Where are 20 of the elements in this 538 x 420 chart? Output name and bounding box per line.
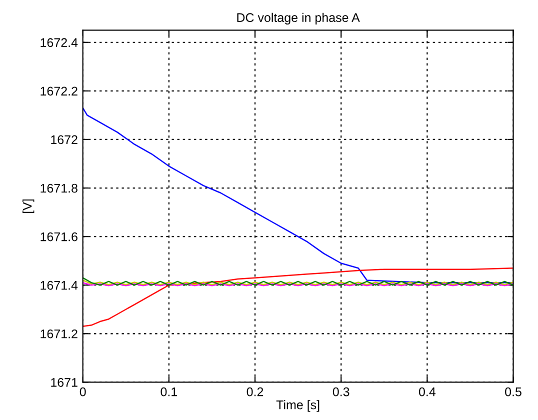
y-tick-label: 1672 <box>51 135 78 144</box>
x-axis-title: Time [s] <box>276 400 320 412</box>
y-tick-label: 1671.8 <box>40 184 78 193</box>
y-tick-label: 1671 <box>51 378 78 387</box>
x-tick-label: 0.1 <box>160 387 178 396</box>
line-series <box>82 277 514 286</box>
y-tick-label: 1672.4 <box>40 38 78 48</box>
line-series <box>82 267 514 327</box>
x-tick-label: 0.5 <box>505 387 522 396</box>
y-tick-label: 1671.4 <box>40 280 78 290</box>
x-tick-label: 0.4 <box>418 387 436 396</box>
chart-title: DC voltage in phase A <box>237 12 360 24</box>
y-tick-label: 1672.2 <box>40 86 78 96</box>
y-tick-label: 1671.6 <box>40 232 78 242</box>
y-tick-label: 1671.2 <box>40 329 78 338</box>
x-tick-label: 0 <box>80 387 86 396</box>
x-tick-label: 0.2 <box>246 387 264 396</box>
line-series <box>82 107 514 284</box>
y-axis-title: [V] <box>22 199 34 213</box>
x-tick-label: 0.3 <box>332 387 350 396</box>
